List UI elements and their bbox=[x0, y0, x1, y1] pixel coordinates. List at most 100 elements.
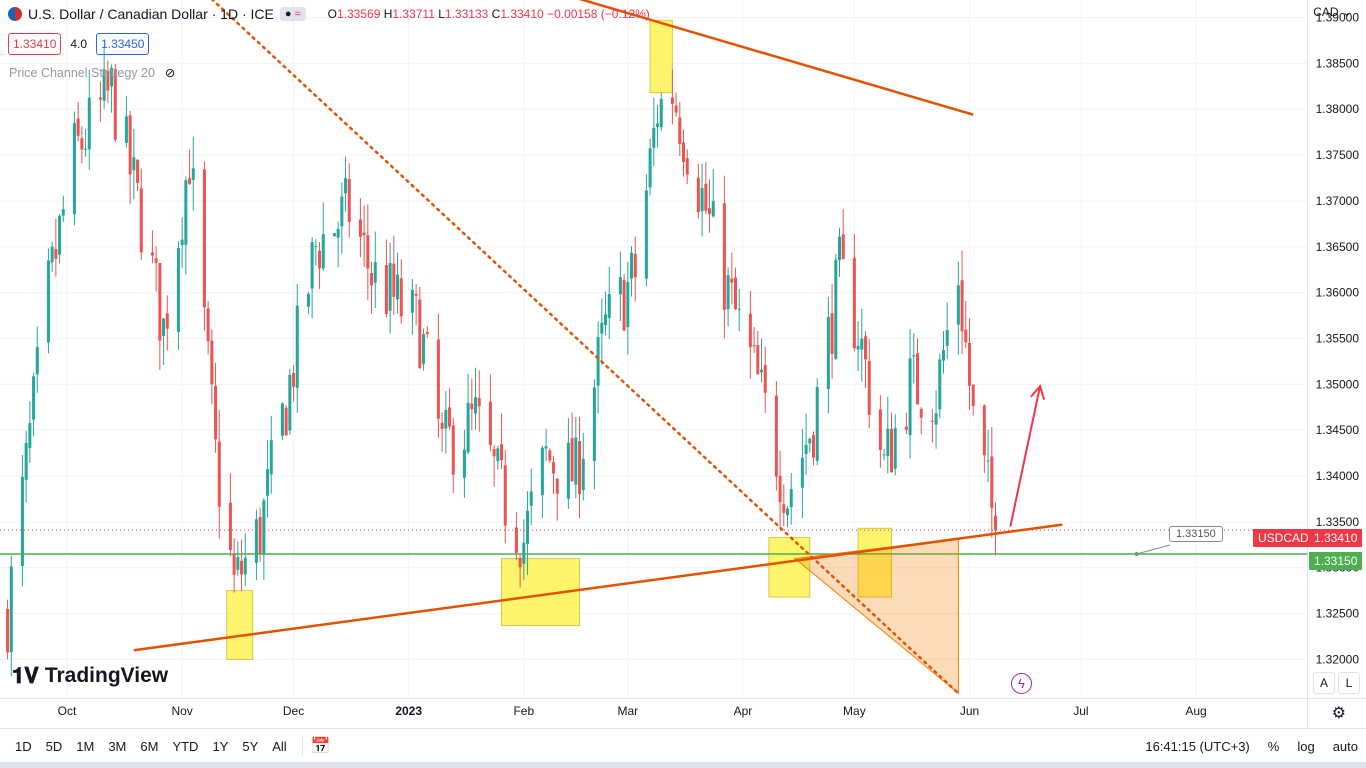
candle[interactable] bbox=[886, 396, 890, 474]
candle[interactable] bbox=[730, 252, 734, 305]
candle[interactable] bbox=[756, 331, 760, 375]
candle[interactable] bbox=[526, 491, 530, 575]
candle[interactable] bbox=[774, 381, 778, 491]
sell-button[interactable]: 1.33410 bbox=[8, 33, 62, 55]
candle[interactable] bbox=[243, 533, 247, 587]
candle[interactable] bbox=[106, 60, 110, 104]
candle[interactable] bbox=[373, 231, 377, 308]
timeframe-5d[interactable]: 5D bbox=[45, 738, 63, 754]
candle[interactable] bbox=[982, 404, 986, 473]
candle[interactable] bbox=[566, 417, 570, 509]
candle[interactable] bbox=[656, 105, 660, 148]
candle[interactable] bbox=[422, 328, 426, 371]
candle[interactable] bbox=[158, 262, 162, 370]
candle[interactable] bbox=[280, 402, 284, 441]
candle[interactable] bbox=[722, 175, 726, 339]
candle[interactable] bbox=[604, 291, 608, 336]
candle[interactable] bbox=[410, 278, 414, 335]
candle[interactable] bbox=[24, 430, 28, 503]
candle[interactable] bbox=[76, 101, 80, 142]
log-scale-button[interactable]: L bbox=[1338, 672, 1360, 694]
candle[interactable] bbox=[384, 239, 388, 318]
candle[interactable] bbox=[552, 455, 556, 495]
timeframe-1d[interactable]: 1D bbox=[15, 738, 32, 754]
candle[interactable] bbox=[162, 317, 166, 365]
candle[interactable] bbox=[986, 429, 990, 483]
candle[interactable] bbox=[54, 218, 58, 277]
candle[interactable] bbox=[210, 329, 214, 405]
candle[interactable] bbox=[35, 326, 39, 393]
candle[interactable] bbox=[388, 242, 392, 334]
candle[interactable] bbox=[804, 413, 808, 475]
candle[interactable] bbox=[262, 497, 266, 580]
candle[interactable] bbox=[574, 416, 578, 499]
candle[interactable] bbox=[778, 450, 782, 530]
candle[interactable] bbox=[860, 308, 864, 382]
candle[interactable] bbox=[240, 539, 244, 592]
candle[interactable] bbox=[165, 295, 169, 351]
candle[interactable] bbox=[882, 448, 886, 461]
candle[interactable] bbox=[760, 338, 764, 383]
candle[interactable] bbox=[737, 288, 741, 332]
date-range-calendar-icon[interactable]: 📅 bbox=[310, 738, 331, 755]
candle[interactable] bbox=[934, 390, 938, 449]
candle[interactable] bbox=[128, 110, 132, 205]
candle[interactable] bbox=[206, 300, 210, 355]
candle[interactable] bbox=[228, 473, 232, 557]
candle[interactable] bbox=[856, 321, 860, 372]
candle[interactable] bbox=[72, 111, 76, 226]
candle[interactable] bbox=[87, 69, 91, 170]
candle[interactable] bbox=[150, 230, 154, 264]
candle[interactable] bbox=[214, 362, 218, 453]
candle[interactable] bbox=[919, 407, 923, 435]
candle[interactable] bbox=[288, 368, 292, 435]
candle[interactable] bbox=[176, 241, 180, 350]
timeframe-all[interactable]: All bbox=[272, 738, 287, 754]
candle[interactable] bbox=[834, 254, 838, 360]
candle[interactable] bbox=[418, 286, 422, 369]
candle[interactable] bbox=[392, 235, 396, 315]
candle[interactable] bbox=[622, 273, 626, 332]
candle[interactable] bbox=[154, 246, 158, 292]
candle[interactable] bbox=[971, 384, 975, 416]
candle[interactable] bbox=[425, 326, 429, 338]
candle[interactable] bbox=[674, 92, 678, 117]
currency-selector[interactable]: CAD ⌄ bbox=[1313, 5, 1352, 19]
candle[interactable] bbox=[321, 202, 325, 271]
candle[interactable] bbox=[9, 555, 13, 677]
candle[interactable] bbox=[734, 267, 738, 311]
candle[interactable] bbox=[6, 599, 10, 660]
candle[interactable] bbox=[600, 298, 604, 365]
candle[interactable] bbox=[366, 204, 370, 300]
candle[interactable] bbox=[908, 329, 912, 459]
candle[interactable] bbox=[254, 509, 258, 581]
candle[interactable] bbox=[396, 252, 400, 314]
candle[interactable] bbox=[544, 428, 548, 461]
candle[interactable] bbox=[916, 338, 920, 405]
candle[interactable] bbox=[399, 259, 403, 324]
timeframe-1m[interactable]: 1M bbox=[76, 738, 95, 754]
candle[interactable] bbox=[202, 161, 206, 331]
candle[interactable] bbox=[633, 236, 637, 302]
candle[interactable] bbox=[618, 251, 622, 321]
price-callout[interactable]: 1.33150 bbox=[1169, 526, 1223, 542]
candle[interactable] bbox=[878, 395, 882, 468]
candle[interactable] bbox=[46, 248, 50, 354]
candle[interactable] bbox=[217, 409, 221, 539]
candle[interactable] bbox=[514, 512, 518, 561]
candle[interactable] bbox=[436, 313, 440, 438]
candle[interactable] bbox=[58, 213, 62, 264]
timeframe-ytd[interactable]: YTD bbox=[172, 738, 199, 754]
highlight-box[interactable] bbox=[857, 527, 893, 598]
candle[interactable] bbox=[451, 418, 455, 494]
candle[interactable] bbox=[964, 300, 968, 349]
candle[interactable] bbox=[50, 241, 54, 272]
candle[interactable] bbox=[529, 468, 533, 526]
candle[interactable] bbox=[20, 454, 24, 587]
candle[interactable] bbox=[808, 437, 812, 453]
candle[interactable] bbox=[685, 149, 689, 185]
candle[interactable] bbox=[266, 439, 270, 518]
candle[interactable] bbox=[318, 241, 322, 290]
candle[interactable] bbox=[867, 338, 871, 429]
candle[interactable] bbox=[700, 163, 704, 237]
